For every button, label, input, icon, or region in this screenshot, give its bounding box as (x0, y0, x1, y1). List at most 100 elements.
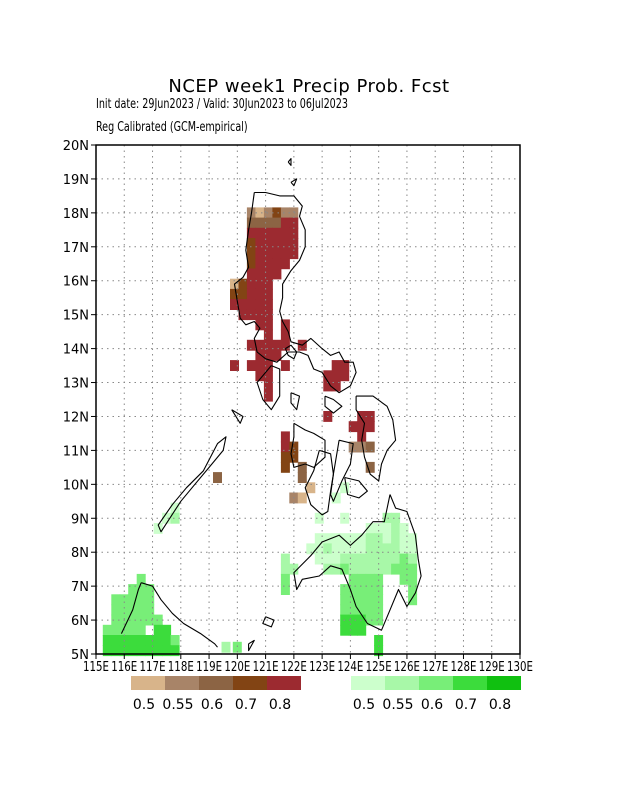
dry-prob-cell (272, 339, 282, 351)
wet-prob-cell (136, 594, 146, 606)
wet-prob-cell (348, 624, 358, 636)
dry-legend-swatch (233, 676, 267, 690)
dry-legend-label: 0.8 (269, 697, 291, 713)
wet-legend-swatch (385, 676, 419, 690)
dry-prob-cell (280, 207, 290, 219)
wet-prob-cell (170, 645, 180, 657)
wet-prob-cell (314, 512, 324, 524)
wet-prob-cell (136, 573, 146, 585)
wet-prob-cell (331, 492, 341, 504)
wet-prob-cell (357, 563, 367, 575)
dry-prob-cell (365, 461, 375, 473)
wet-prob-cell (145, 614, 155, 626)
wet-prob-cell (357, 614, 367, 626)
wet-prob-cell (111, 635, 121, 646)
wet-prob-cell (145, 594, 155, 606)
dry-prob-cell (280, 319, 290, 331)
dry-prob-cell (280, 248, 290, 260)
lat-tick-label: 12N (63, 410, 89, 425)
lon-tick-label: 128E (450, 660, 476, 675)
coastlines (120, 158, 422, 652)
dry-prob-cell (272, 227, 282, 239)
wet-prob-cell (348, 553, 358, 565)
wet-prob-cell (357, 543, 367, 555)
dry-prob-cell (331, 380, 341, 392)
wet-prob-cell (153, 645, 163, 657)
wet-prob-cell (128, 624, 138, 636)
axis-ticks: 20N 19N 18N 17N 16N 15N 14N 13N 12N 11N 10N 9N 8N 7N 6… (63, 139, 533, 675)
wet-prob-cell (408, 594, 418, 606)
graticule (96, 145, 520, 654)
wet-prob-cell (331, 543, 341, 555)
wet-prob-cell (136, 624, 146, 636)
wet-prob-cell (128, 614, 138, 626)
wet-legend-label: 0.55 (382, 697, 413, 713)
dry-prob-cell (263, 329, 273, 341)
wet-prob-cell (408, 543, 418, 555)
wet-prob-cell (374, 533, 384, 545)
wet-prob-cell (357, 584, 367, 595)
lon-tick-label: 121E (253, 660, 279, 675)
wet-prob-cell (391, 523, 401, 534)
lon-tick-label: 117E (140, 660, 166, 675)
dry-prob-cell (357, 441, 367, 453)
dry-prob-cell (280, 451, 290, 463)
dry-prob-cell (272, 238, 282, 249)
wet-prob-cell (102, 645, 112, 657)
dry-prob-cell (255, 360, 265, 371)
dry-prob-cell (357, 411, 367, 422)
wet-prob-cell (365, 594, 375, 606)
wet-prob-cell (340, 543, 350, 555)
wet-prob-cell (323, 543, 333, 555)
wet-prob-cell (111, 645, 121, 657)
coastline (324, 395, 343, 414)
wet-prob-cell (391, 512, 401, 524)
dry-prob-cell (331, 370, 341, 382)
dry-prob-cell (255, 299, 265, 310)
dry-prob-cell (213, 472, 222, 483)
wet-prob-cell (382, 533, 392, 545)
wet-prob-cell (280, 584, 290, 595)
dry-prob-cell (255, 319, 265, 331)
dry-prob-cell (280, 329, 290, 341)
wet-prob-cell (145, 604, 155, 616)
dry-prob-cell (323, 380, 333, 392)
dry-prob-cell (297, 492, 307, 504)
wet-prob-cell (340, 533, 350, 545)
dry-prob-cell (280, 431, 290, 443)
dry-prob-cell (255, 227, 265, 239)
wet-prob-cell (306, 543, 316, 555)
wet-prob-cell (357, 594, 367, 606)
wet-prob-cell (399, 543, 409, 555)
wet-prob-cell (232, 641, 242, 653)
wet-legend-label: 0.7 (455, 697, 477, 713)
wet-prob-cell (365, 584, 375, 595)
wet-prob-cell (374, 645, 384, 657)
dry-prob-cell (238, 288, 248, 300)
lat-tick-label: 9N (71, 512, 89, 527)
wet-prob-cell (357, 533, 367, 545)
wet-prob-cell (162, 635, 172, 646)
dry-prob-cell (246, 339, 256, 351)
wet-prob-cell (374, 573, 384, 585)
coastline (344, 476, 368, 499)
coastline (284, 344, 298, 360)
dry-prob-cell (263, 217, 273, 229)
wet-prob-cell (102, 635, 112, 646)
dry-prob-cell (263, 288, 273, 300)
wet-prob-cell (348, 543, 358, 555)
dry-prob-cell (280, 227, 290, 239)
lat-tick-label: 15N (63, 309, 89, 324)
wet-prob-cell (408, 533, 418, 545)
probability-cells (102, 207, 418, 657)
dry-prob-cell (340, 370, 350, 382)
wet-prob-cell (365, 553, 375, 565)
dry-prob-cell (255, 248, 265, 260)
color-legend: 0.5 0.55 0.6 0.7 0.8 0.5 0.55 0.6 0.7 0.8 (131, 676, 521, 713)
dry-prob-cell (255, 339, 265, 351)
wet-prob-cell (399, 523, 409, 534)
dry-prob-cell (255, 288, 265, 300)
lon-tick-label: 124E (337, 660, 363, 675)
method-label: Reg Calibrated (GCM-empirical) (96, 120, 248, 135)
coastline (262, 616, 275, 628)
